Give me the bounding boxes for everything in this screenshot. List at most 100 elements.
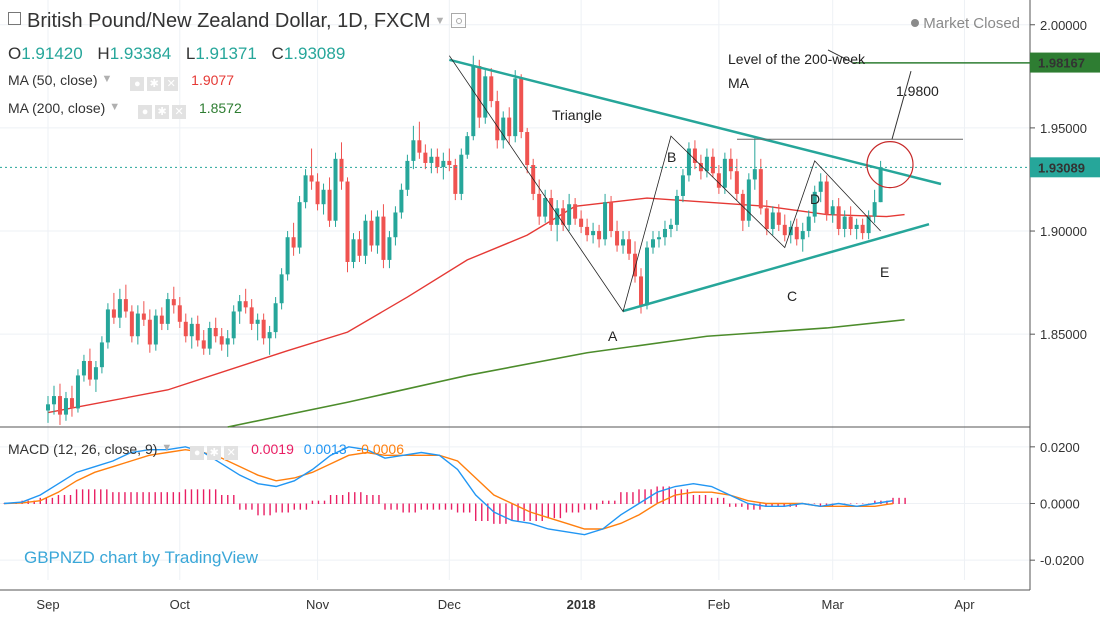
candle-body <box>291 237 296 248</box>
visibility-icon[interactable]: ● <box>190 446 205 460</box>
candle-body <box>830 206 835 215</box>
candle-body <box>447 160 452 166</box>
level-label-line2: MA <box>728 75 750 91</box>
candle-body <box>525 132 530 166</box>
candle-body <box>441 160 446 168</box>
candle-body <box>105 309 110 343</box>
candle-body <box>567 204 572 225</box>
candle-body <box>812 191 817 217</box>
macd-y-tick-label: 0.0000 <box>1040 497 1080 512</box>
candle-body <box>824 181 829 215</box>
candle-body <box>615 231 620 246</box>
candle-body <box>225 338 230 345</box>
candle-body <box>327 189 332 221</box>
candle-body <box>639 276 644 306</box>
candle-body <box>668 224 673 229</box>
collapse-icon[interactable] <box>8 12 21 25</box>
candle-body <box>806 216 811 232</box>
candle-body <box>231 311 236 339</box>
candle-body <box>477 66 482 118</box>
candle-body <box>357 239 362 256</box>
macd-y-tick-label: 0.0200 <box>1040 440 1080 455</box>
close-value: 1.93089 <box>283 44 346 63</box>
candle-body <box>758 169 763 209</box>
gear-icon[interactable]: ✱ <box>147 77 162 91</box>
candle-body <box>591 231 596 236</box>
candle-body <box>351 239 356 262</box>
candle-body <box>69 398 74 409</box>
wave-point-label: A <box>608 328 618 344</box>
candle-body <box>710 156 715 174</box>
level-value-pointer <box>891 71 912 140</box>
chevron-down-icon[interactable]: ▼ <box>434 15 446 27</box>
candle-body <box>650 239 655 248</box>
candle-body <box>46 404 50 411</box>
candle-body <box>123 299 128 312</box>
close-icon[interactable]: ✕ <box>224 446 239 460</box>
macd-hist-value: 0.0019 <box>251 441 294 457</box>
ma200-line <box>227 318 905 428</box>
chevron-down-icon[interactable]: ▼ <box>101 73 113 85</box>
candle-body <box>333 158 338 221</box>
chevron-down-icon[interactable]: ▼ <box>161 442 173 454</box>
gear-icon[interactable]: ✱ <box>155 105 170 119</box>
low-label: L <box>185 44 196 63</box>
symbol-header[interactable]: British Pound/New Zealand Dollar, 1D, FX… <box>8 10 467 33</box>
price-label-text: 1.93089 <box>1038 160 1085 175</box>
close-icon[interactable]: ✕ <box>164 77 179 91</box>
candle-body <box>680 175 685 196</box>
candle-body <box>872 202 877 217</box>
candle-body <box>621 239 626 246</box>
candle-body <box>189 323 194 337</box>
close-label: C <box>271 44 284 63</box>
price-label-box <box>1030 52 1100 73</box>
candle-body <box>603 202 608 240</box>
candle-body <box>369 220 374 246</box>
candle-body <box>177 305 182 322</box>
x-tick-label: Nov <box>306 597 330 612</box>
candle-body <box>519 78 524 133</box>
candle-body <box>375 216 380 246</box>
candle-body <box>411 140 416 161</box>
candle-body <box>81 360 86 376</box>
candle-body <box>249 307 254 324</box>
triangle-label: Triangle <box>552 107 602 123</box>
symbol-title: British Pound/New Zealand Dollar, 1D, FX… <box>27 10 431 32</box>
candle-body <box>866 216 871 234</box>
visibility-icon[interactable]: ● <box>130 77 145 91</box>
candle-body <box>147 319 152 345</box>
visibility-icon[interactable]: ● <box>138 105 153 119</box>
level-pointer-line <box>827 49 853 63</box>
candle-body <box>273 303 278 333</box>
ma200-legend[interactable]: MA (200, close) ▼ ● ✱ ✕ 1.8572 <box>8 100 242 119</box>
wave-point-label: B <box>667 149 676 165</box>
candle-body <box>315 181 320 205</box>
candle-body <box>686 148 691 176</box>
candle-body <box>339 158 344 182</box>
triangle-upper-line <box>449 58 942 186</box>
macd-line <box>3 446 894 536</box>
candle-body <box>555 208 560 225</box>
close-icon[interactable]: ✕ <box>172 105 187 119</box>
candle-body <box>471 66 476 137</box>
candle-body <box>63 398 68 415</box>
low-value: 1.91371 <box>195 44 257 63</box>
candle-body <box>770 212 775 229</box>
status-dot-icon <box>911 19 920 27</box>
gear-icon[interactable]: ✱ <box>207 446 222 460</box>
candle-body <box>381 216 386 260</box>
high-value: 1.93384 <box>109 44 172 63</box>
candle-body <box>267 332 272 339</box>
candle-body <box>704 156 709 172</box>
chevron-down-icon[interactable]: ▼ <box>109 101 121 113</box>
candle-body <box>87 360 92 380</box>
macd-legend[interactable]: MACD (12, 26, close, 9) ▼ ● ✱ ✕ 0.0019 0.00… <box>8 441 404 460</box>
candle-body <box>860 224 865 234</box>
candle-body <box>429 156 434 163</box>
ma50-value: 1.9077 <box>191 72 234 88</box>
ma50-legend[interactable]: MA (50, close) ▼ ● ✱ ✕ 1.9077 <box>8 72 234 91</box>
candle-body <box>309 175 314 182</box>
settings-icon[interactable] <box>451 13 467 28</box>
y-tick-label: 1.85000 <box>1040 327 1087 342</box>
